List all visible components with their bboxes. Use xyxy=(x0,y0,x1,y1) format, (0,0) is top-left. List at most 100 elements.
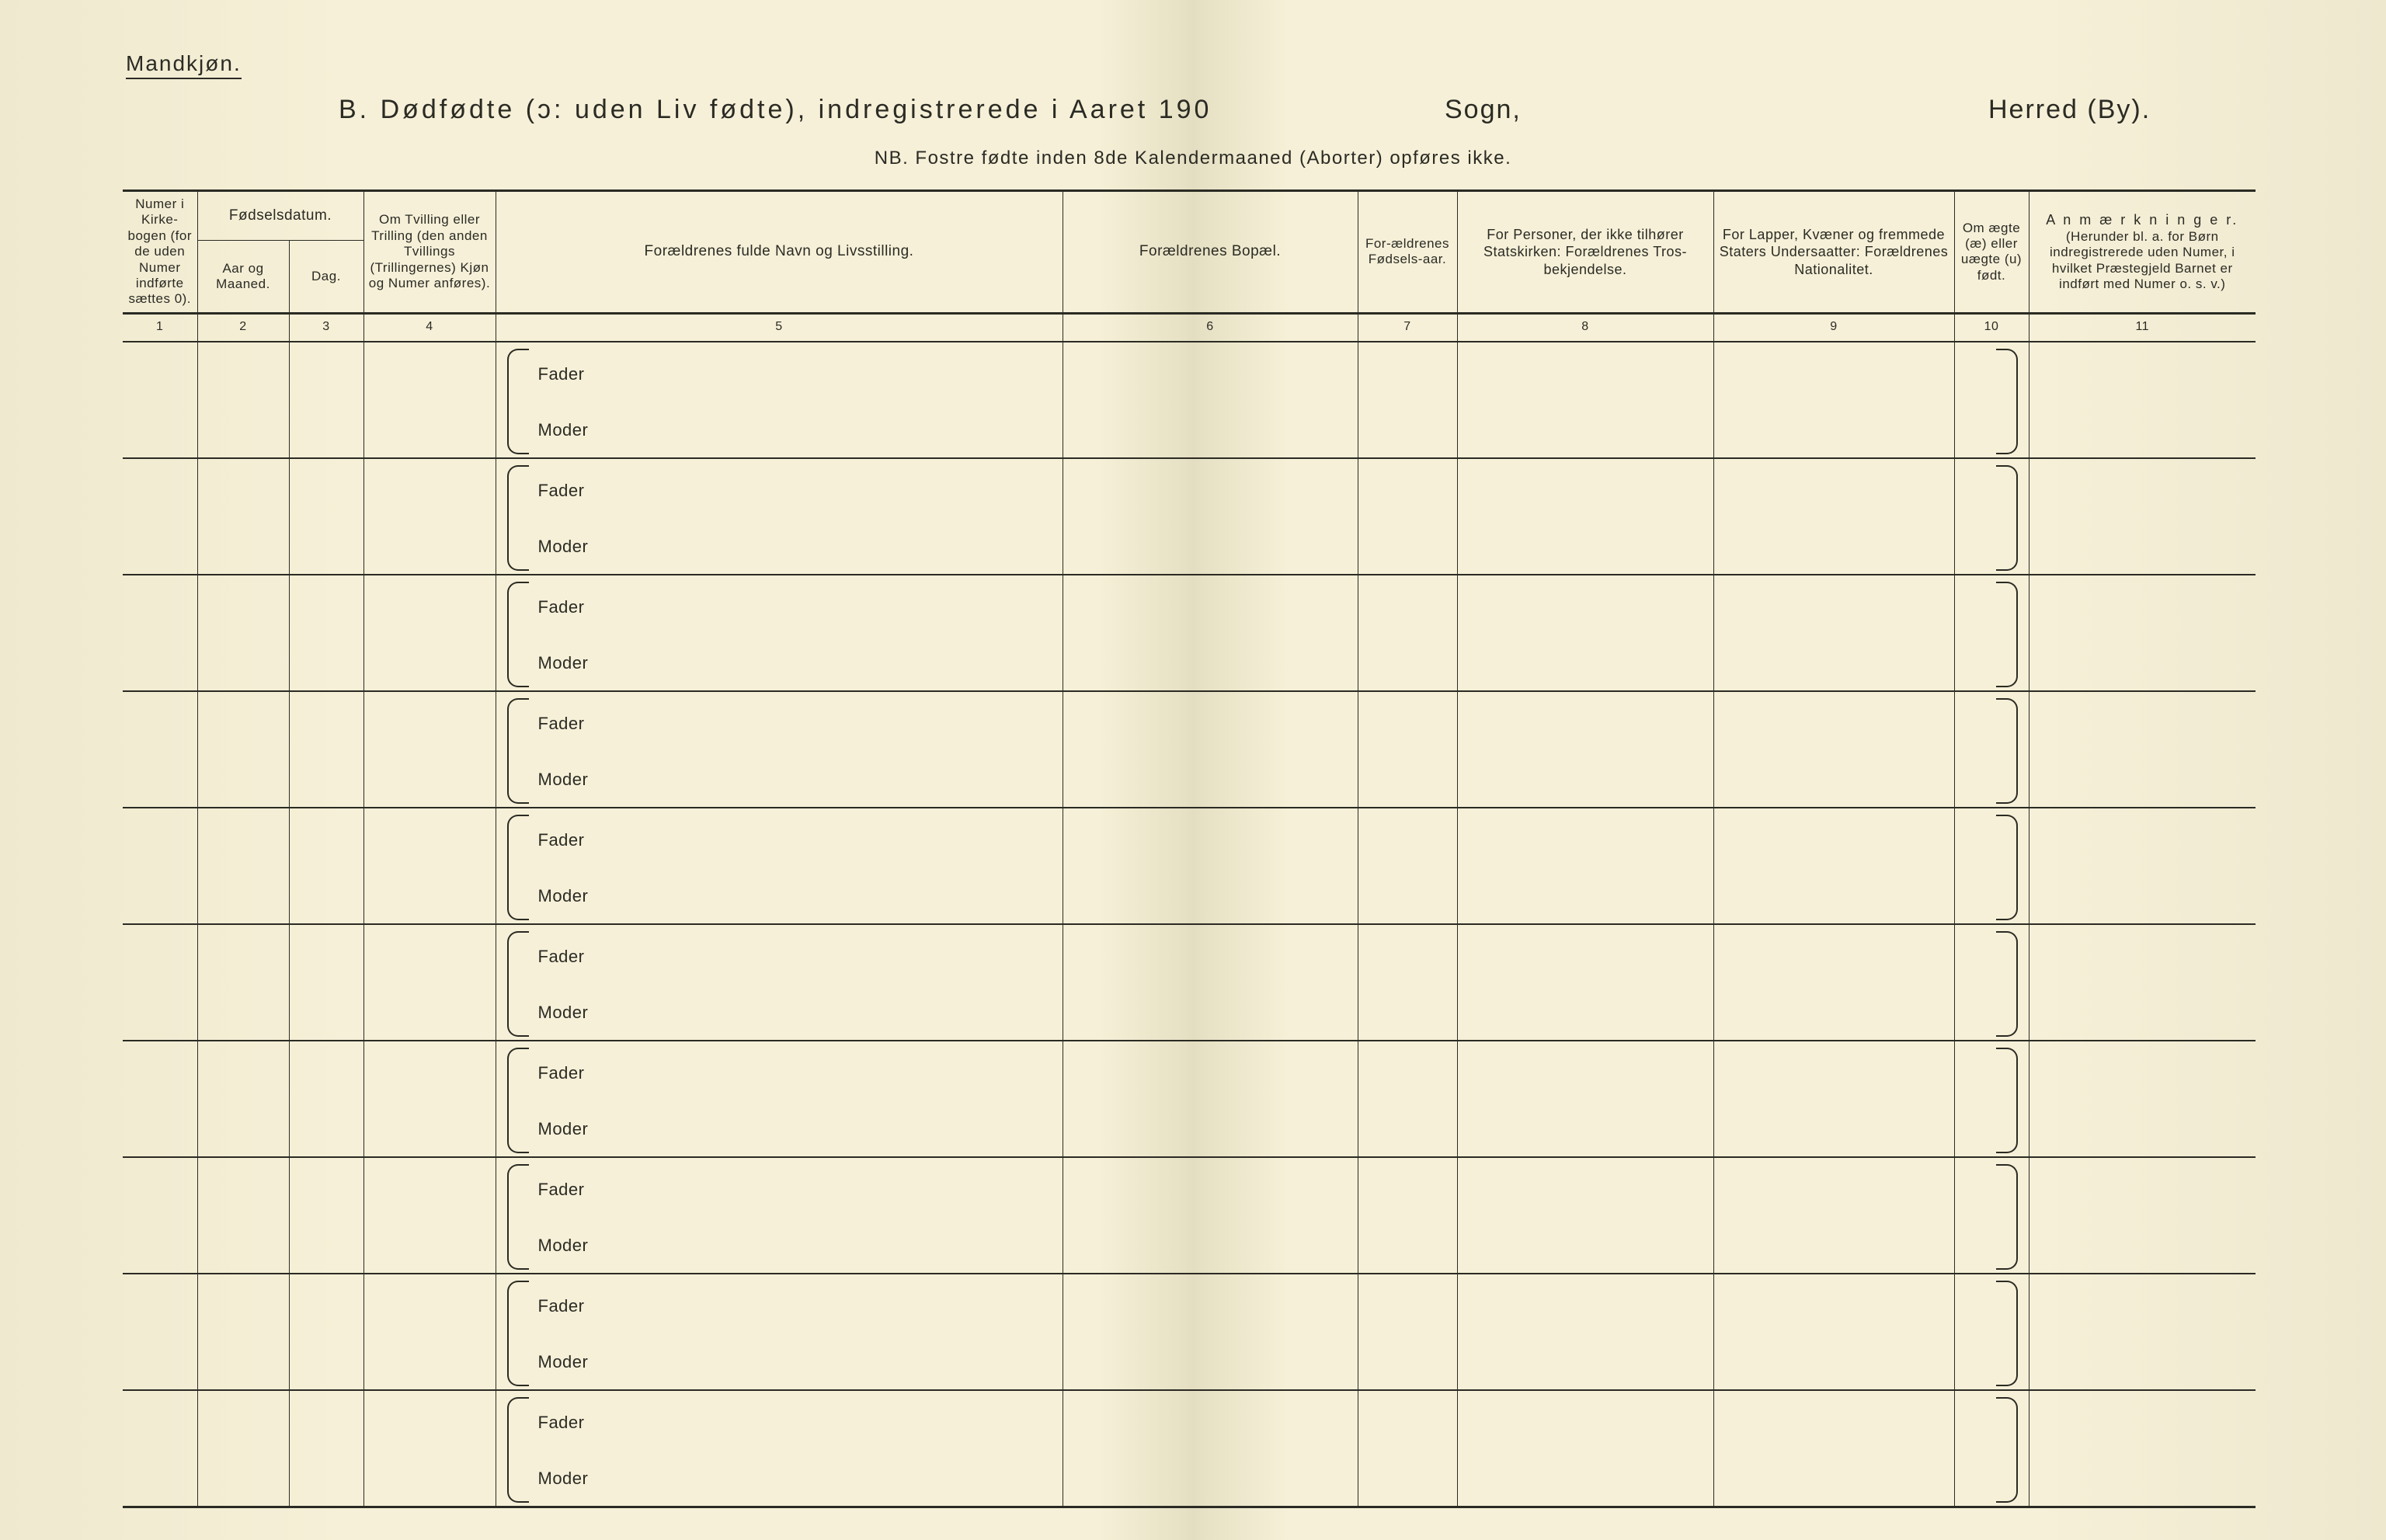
colnum-8: 8 xyxy=(1457,313,1713,342)
hdr-col2a: Aar og Maaned. xyxy=(197,241,289,313)
brace-cell xyxy=(1955,1274,2029,1389)
parents-cell: FaderModer xyxy=(496,925,1063,1040)
cell xyxy=(1954,1157,2029,1274)
cell: Fader Moder xyxy=(496,458,1063,575)
cell xyxy=(1713,924,1954,1041)
cell: FaderModer xyxy=(496,1274,1063,1390)
brace-right-icon xyxy=(1996,698,2018,804)
brace-cell xyxy=(1955,459,2029,574)
colnum-5: 5 xyxy=(496,313,1063,342)
brace-cell xyxy=(1955,1391,2029,1506)
cell xyxy=(1457,1274,1713,1390)
cell xyxy=(2029,1041,2256,1157)
cell xyxy=(1063,691,1358,808)
cell xyxy=(197,1157,289,1274)
cell xyxy=(363,691,496,808)
cell xyxy=(123,924,197,1041)
cell xyxy=(363,575,496,691)
cell xyxy=(289,342,363,458)
cell xyxy=(363,924,496,1041)
cell xyxy=(2029,691,2256,808)
cell xyxy=(1358,1274,1457,1390)
cell xyxy=(1713,1157,1954,1274)
cell xyxy=(1358,458,1457,575)
cell xyxy=(363,342,496,458)
colnum-2: 2 xyxy=(197,313,289,342)
cell xyxy=(123,1390,197,1507)
cell xyxy=(1358,575,1457,691)
table-row: FaderModer xyxy=(123,1274,2256,1390)
cell xyxy=(197,924,289,1041)
nb-note: NB. Fostre fødte inden 8de Kalendermaane… xyxy=(0,148,2386,169)
fader-label: Fader xyxy=(538,947,585,967)
cell xyxy=(123,691,197,808)
cell xyxy=(289,1157,363,1274)
moder-label: Moder xyxy=(538,1236,589,1256)
cell xyxy=(197,691,289,808)
cell xyxy=(1713,1390,1954,1507)
cell xyxy=(2029,1390,2256,1507)
fader-label: Fader xyxy=(538,714,585,734)
table-row: FaderModer xyxy=(123,1157,2256,1274)
colnum-4: 4 xyxy=(363,313,496,342)
cell xyxy=(1954,575,2029,691)
table-row: FaderModer xyxy=(123,924,2256,1041)
cell xyxy=(1457,575,1713,691)
cell xyxy=(1457,1041,1713,1157)
cell: FaderModer xyxy=(496,808,1063,924)
page-title: B. Dødfødte (ɔ: uden Liv fødte), indregi… xyxy=(339,95,1212,125)
brace-left-icon xyxy=(507,1164,529,1270)
cell xyxy=(1457,691,1713,808)
cell xyxy=(197,808,289,924)
cell xyxy=(2029,458,2256,575)
cell xyxy=(123,575,197,691)
hdr-col11: A n m æ r k n i n g e r. (Herunder bl. a… xyxy=(2029,191,2256,314)
brace-cell xyxy=(1955,575,2029,690)
moder-label: Moder xyxy=(538,653,589,673)
cell xyxy=(1063,1041,1358,1157)
cell xyxy=(123,1157,197,1274)
brace-left-icon xyxy=(507,1048,529,1153)
cell xyxy=(1063,924,1358,1041)
fader-label: Fader xyxy=(538,1063,585,1083)
cell xyxy=(2029,924,2256,1041)
brace-cell xyxy=(1955,692,2029,807)
brace-right-icon xyxy=(1996,1048,2018,1153)
cell: FaderModer xyxy=(496,1390,1063,1507)
cell xyxy=(289,1274,363,1390)
hdr-col7: For-ældrenes Fødsels-aar. xyxy=(1358,191,1457,314)
cell xyxy=(1358,1041,1457,1157)
cell: FaderModer xyxy=(496,1041,1063,1157)
cell xyxy=(197,458,289,575)
brace-left-icon xyxy=(507,582,529,687)
cell xyxy=(2029,342,2256,458)
cell xyxy=(197,1041,289,1157)
hdr-col5: Forældrenes fulde Navn og Livsstilling. xyxy=(496,191,1063,314)
moder-label: Moder xyxy=(538,537,589,557)
cell xyxy=(363,1157,496,1274)
cell xyxy=(1063,1157,1358,1274)
herred-label: Herred (By). xyxy=(1988,95,2151,125)
cell xyxy=(123,458,197,575)
cell xyxy=(1358,1390,1457,1507)
hdr-col2-top: Fødselsdatum. xyxy=(197,191,363,241)
cell xyxy=(1358,924,1457,1041)
brace-left-icon xyxy=(507,931,529,1037)
brace-left-icon xyxy=(507,1281,529,1386)
brace-left-icon xyxy=(507,349,529,454)
cell xyxy=(1713,691,1954,808)
cell: FaderModer xyxy=(496,1157,1063,1274)
cell: FaderModer xyxy=(496,342,1063,458)
cell xyxy=(363,1390,496,1507)
hdr-col8: For Personer, der ikke tilhører Statskir… xyxy=(1457,191,1713,314)
colnum-10: 10 xyxy=(1954,313,2029,342)
fader-label: Fader xyxy=(538,481,585,501)
cell xyxy=(1063,1390,1358,1507)
hdr-col10: Om ægte (æ) eller uægte (u) født. xyxy=(1954,191,2029,314)
brace-right-icon xyxy=(1996,349,2018,454)
cell xyxy=(2029,1157,2256,1274)
brace-cell xyxy=(1955,342,2029,457)
cell xyxy=(1063,575,1358,691)
cell: FaderModer xyxy=(496,924,1063,1041)
fader-label: Fader xyxy=(538,1413,585,1433)
